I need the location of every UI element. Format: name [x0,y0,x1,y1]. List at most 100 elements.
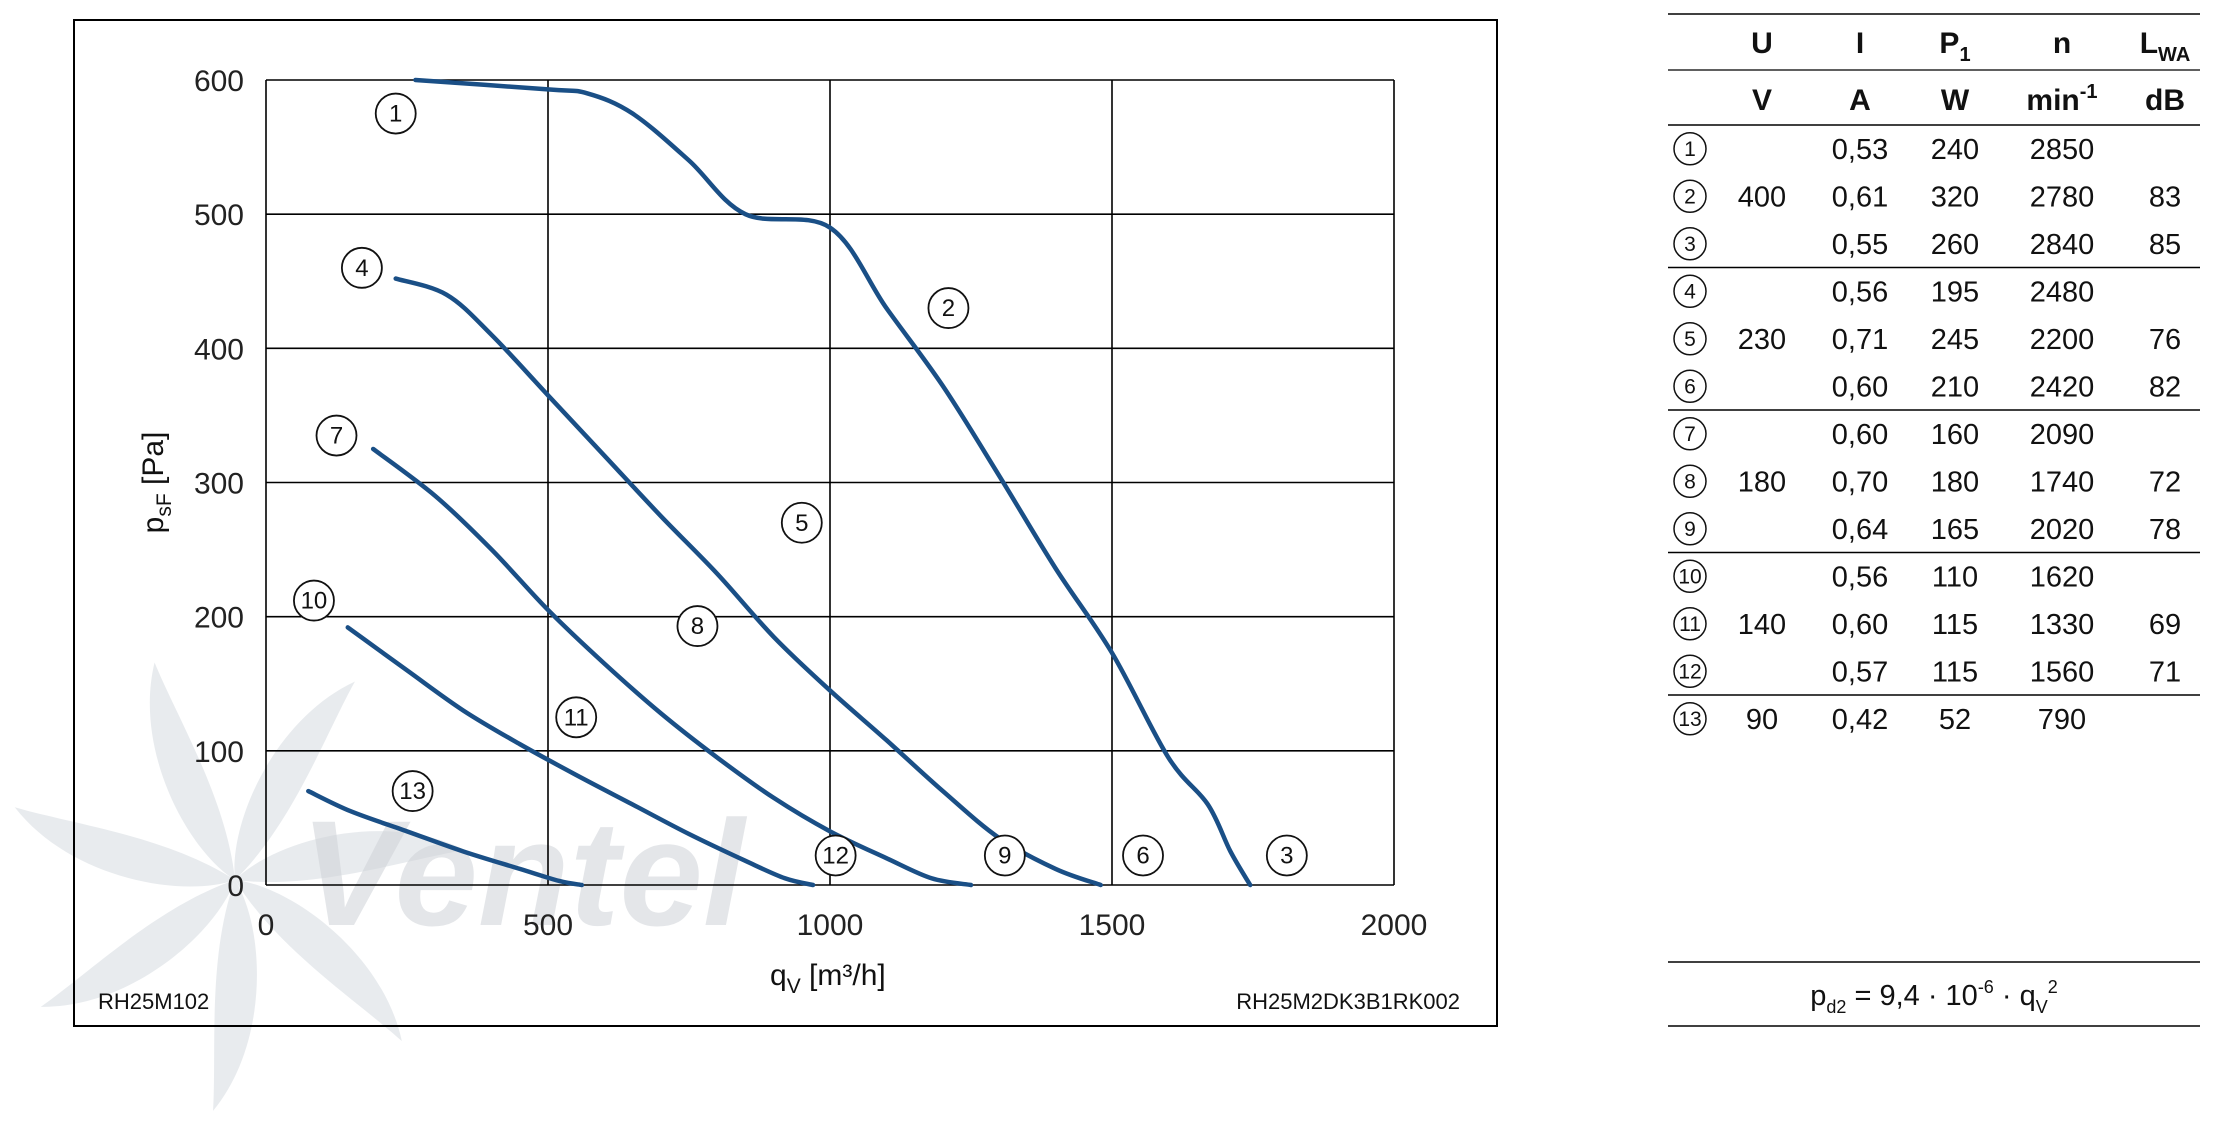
table-cell: 260 [1931,229,1979,261]
watermark-blade [235,880,402,1042]
table-row-marker [1673,132,1707,166]
table-cell: 165 [1931,514,1979,546]
table-row-id: 10 [1678,565,1701,588]
table-row-marker [1673,512,1707,546]
table-cell: 85 [2149,229,2181,261]
curve-label-circle [391,770,434,812]
curve-label-number: 13 [399,778,426,805]
table-cell: 2480 [2030,276,2095,308]
x-tick-label: 0 [258,909,275,942]
table-cell: 0,56 [1832,276,1888,308]
table-row-id: 4 [1684,280,1696,303]
table-cell: 1620 [2030,561,2095,593]
table-row-id: 8 [1684,470,1696,493]
performance-table: UV IA P1 Wn min-1 LWA dB 1 0,53 240 2850 2 0,61 320 27… [1668,13,2200,736]
table-cell: 2090 [2030,419,2095,451]
y-tick-label: 400 [194,333,244,366]
curve-label-5: 5 [780,501,823,544]
curve-label-number: 9 [998,842,1011,869]
table-group-voltage: 140 [1738,609,1786,641]
table-cell: 2840 [2030,229,2095,261]
curve-label-circle [315,414,358,457]
watermark-text: Ventel [300,789,748,957]
curve-label-circle [983,834,1026,877]
curve-label-9: 9 [983,834,1026,877]
table-row-marker [1673,369,1707,403]
table-group-voltage: 400 [1738,181,1786,213]
table-cell: 1560 [2030,656,2095,688]
watermark-blade [14,807,235,887]
table-cell: 180 [1931,466,1979,498]
table-cell: 0,60 [1832,419,1888,451]
table-cell: 195 [1931,276,1979,308]
table-cell: 82 [2149,371,2181,403]
series-group [306,77,1253,888]
curve-label-circle [293,579,335,622]
table-row-id: 11 [1679,613,1701,636]
table-unit-n: min-1 [2026,81,2097,117]
curve-label-12: 12 [814,834,857,877]
y-tick-label: 500 [194,199,244,232]
table-cell: 110 [1932,561,1978,593]
table-row-id: 5 [1684,328,1696,351]
y-tick-label: 100 [194,736,244,769]
table-cell: 0,60 [1832,371,1888,403]
curve-label-number: 11 [564,704,589,731]
curve-label-circle [374,92,417,135]
x-tick-label: 500 [523,909,573,942]
table-row-marker [1673,464,1707,498]
table-cell: 0,53 [1832,134,1888,166]
table-cell: 115 [1932,656,1978,688]
curve-label-circle [814,834,857,877]
curve-label-number: 6 [1136,842,1149,869]
table-cell: 2200 [2030,324,2095,356]
curve-label-circle [780,501,823,544]
table-header-L: LWA [2140,27,2191,66]
x-tick-label: 1500 [1079,909,1146,942]
formula: pd2 = 9,4 · 10-6 · qV2 [1668,961,2200,1027]
table-cell: 0,55 [1832,229,1888,261]
table-row-marker [1673,322,1707,356]
series-curve-5 [306,788,585,888]
curve-label-11: 11 [555,696,598,739]
curve-label-circle [1122,834,1164,877]
table-cell: 0,60 [1832,609,1888,641]
table-cell: 69 [2149,609,2181,641]
x-tick-label: 1000 [797,909,864,942]
chart-frame [73,19,1498,1027]
watermark-blade [40,880,235,1007]
table-cell: 0,70 [1832,466,1888,498]
table-cell: 0,56 [1832,561,1888,593]
y-tick-label: 300 [194,468,244,501]
y-tick-label: 0 [227,870,244,903]
table-cell: 1330 [2030,609,2095,641]
curve-label-circle [1265,834,1308,877]
curve-label-number: 10 [301,588,328,615]
table-cell: 0,64 [1832,514,1888,546]
table-cell: 160 [1931,419,1979,451]
watermark: Ventel [14,662,748,1111]
table-row-id: 3 [1684,233,1696,256]
table-cell: 2780 [2030,181,2095,213]
table-cell: 320 [1931,181,1979,213]
table-cell: 240 [1931,134,1979,166]
table-header-P: P1 [1939,27,1970,66]
curve-label-4: 4 [340,246,383,289]
x-axis-title: qV [m³/h] [770,959,886,998]
table-cell: 76 [2149,324,2181,356]
series-curve-1 [413,77,1253,888]
y-tick-label: 600 [194,65,244,98]
curve-label-number: 12 [822,842,849,869]
table-cell: 245 [1931,324,1979,356]
bottom-right-code: RH25M2DK3B1RK002 [1236,989,1460,1014]
table-cell: 210 [1931,371,1979,403]
curve-label-1: 1 [374,92,417,135]
table-unit-I: A [1849,84,1871,117]
curve-label-3: 3 [1265,834,1308,877]
table-cell: 52 [1939,704,1971,736]
table-cell: 115 [1932,609,1978,641]
curve-label-2: 2 [927,287,970,329]
grid [265,79,1395,886]
